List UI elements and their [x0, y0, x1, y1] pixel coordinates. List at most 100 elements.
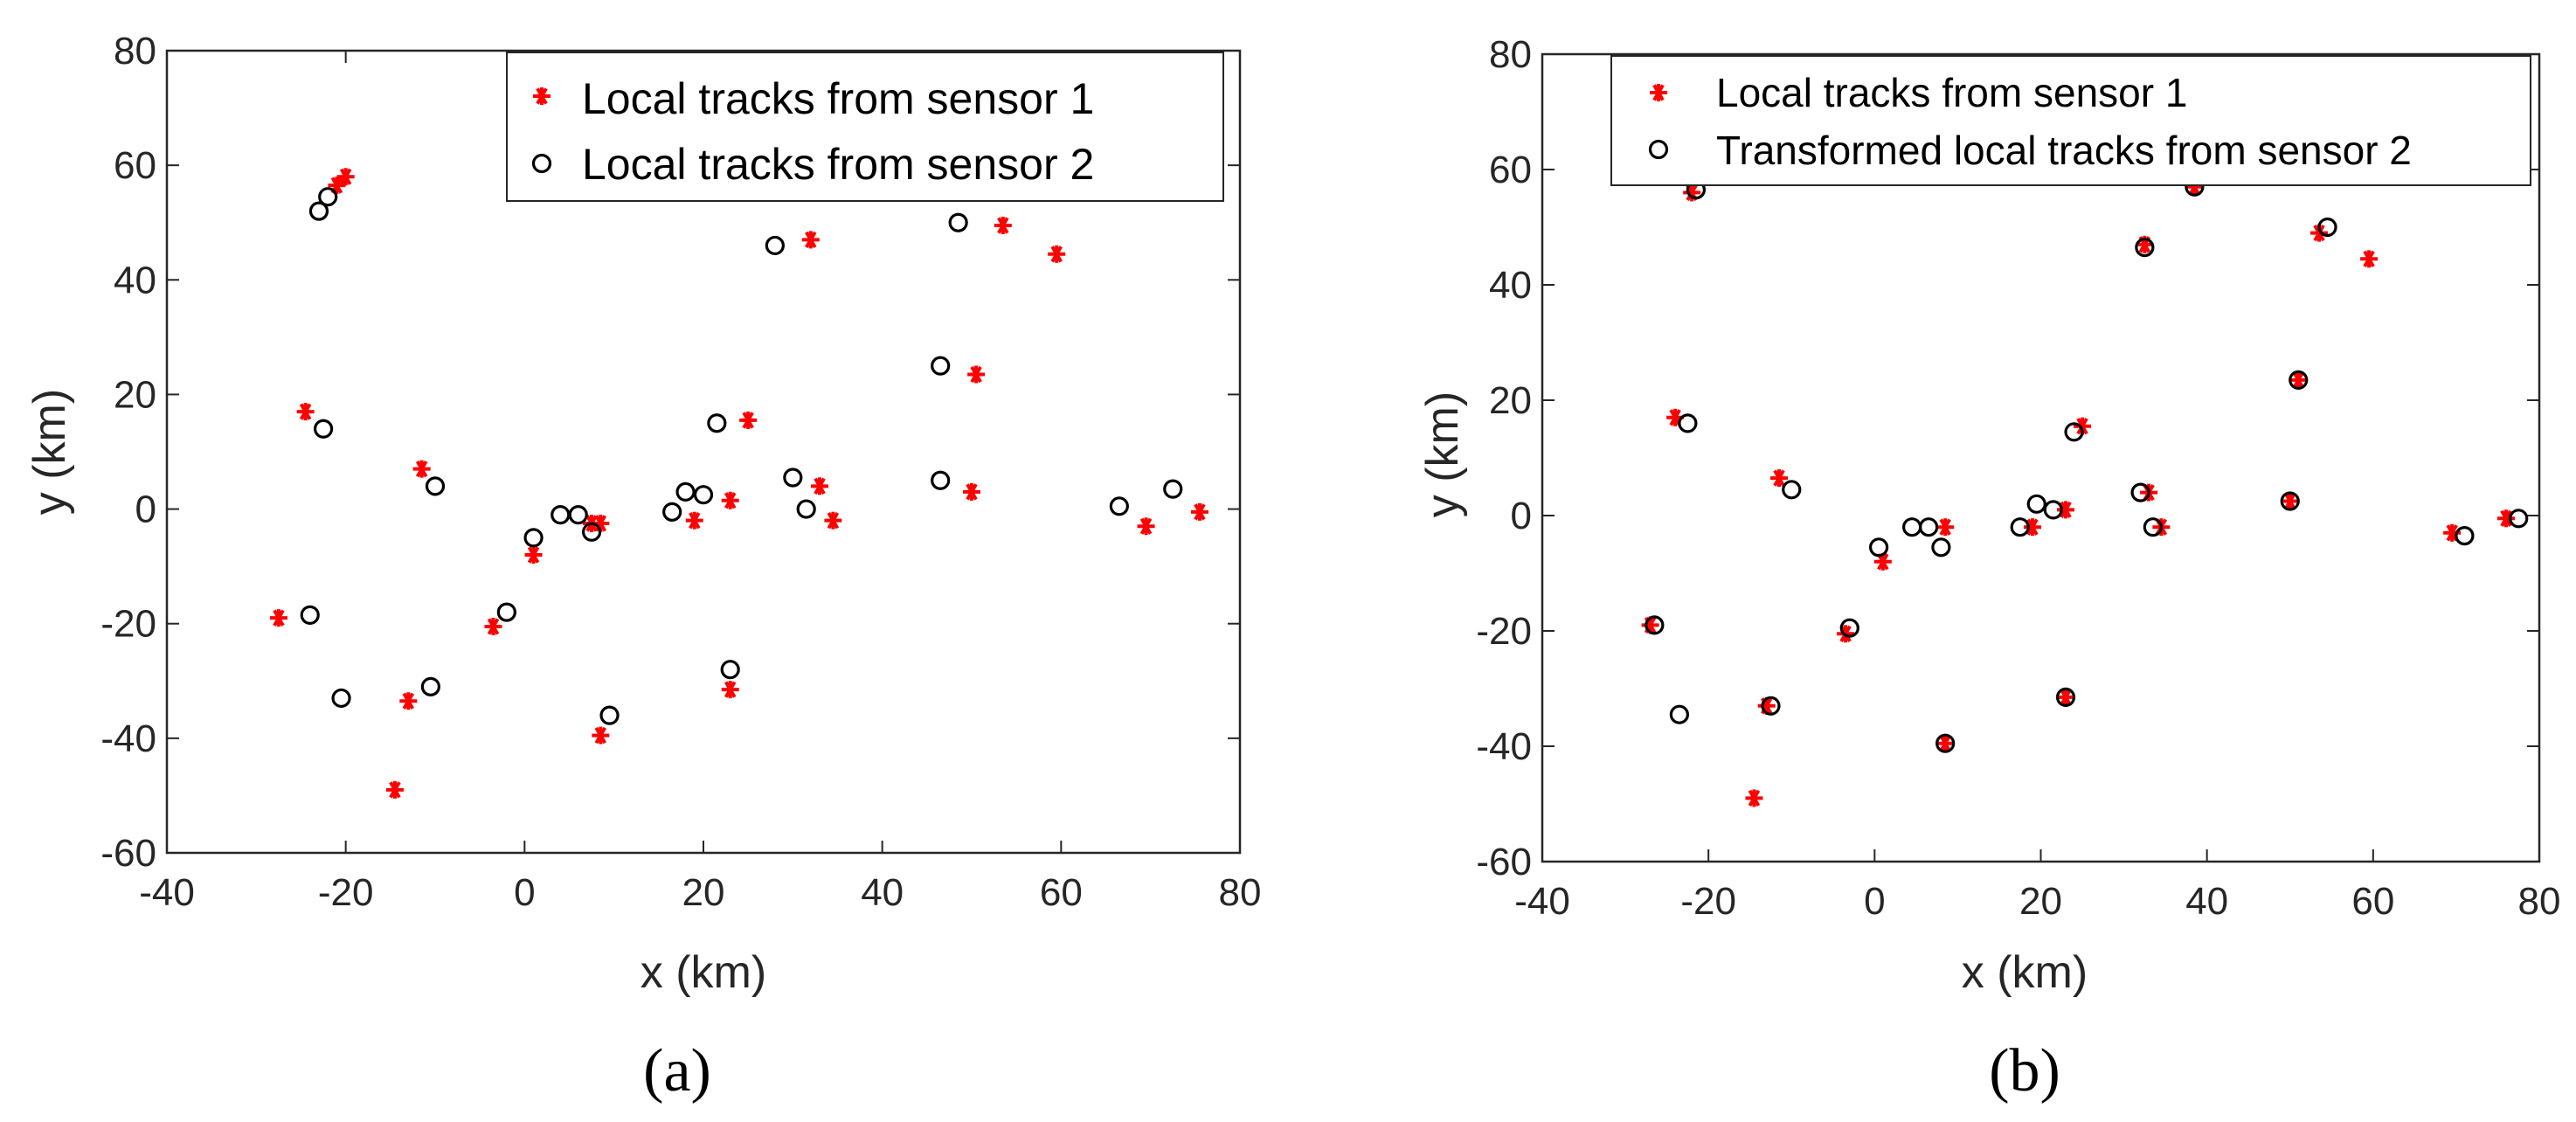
x-tick-label: 60: [2351, 880, 2394, 923]
data-point-sensor2: [1109, 496, 1129, 516]
data-point-sensor1: [721, 681, 739, 699]
data-point-sensor1: [1190, 502, 1208, 521]
y-tick-label: -40: [1476, 725, 1532, 768]
data-point-sensor1: [1745, 789, 1763, 807]
y-tick-label: 20: [114, 373, 156, 416]
data-point-sensor2: [693, 485, 714, 505]
panel-a-legend-label-sensor2: Local tracks from sensor 2: [582, 140, 1094, 189]
y-tick-label: 0: [135, 488, 156, 531]
data-point-sensor1: [2289, 371, 2308, 389]
data-point-sensor2: [1839, 618, 1859, 638]
panel-b-legend-label-sensor2: Transformed local tracks from sensor 2: [1716, 128, 2412, 173]
x-tick-label: 20: [682, 871, 725, 914]
data-point-sensor1: [1769, 469, 1788, 488]
data-point-sensor2: [2064, 422, 2084, 442]
x-tick-label: -40: [139, 871, 195, 914]
y-tick-label: 40: [114, 259, 156, 301]
data-point-sensor1: [1666, 408, 1685, 426]
data-point-sensor2: [2289, 370, 2309, 390]
x-tick-label: 0: [1864, 880, 1885, 923]
data-point-sensor1: [739, 411, 758, 429]
data-point-sensor2: [599, 705, 620, 725]
data-point-sensor2: [2130, 482, 2150, 502]
data-point-sensor1: [412, 460, 431, 478]
panel-b-caption: (b): [1989, 1037, 2060, 1105]
x-tick-label: -40: [1514, 880, 1570, 923]
data-point-sensor1: [967, 365, 986, 384]
data-point-sensor1: [2281, 492, 2299, 510]
panel-a-legend: Local tracks from sensor 1 Local tracks …: [506, 52, 1224, 202]
y-tick-label: -20: [1476, 610, 1532, 653]
y-tick-label: -60: [1476, 841, 1532, 883]
legend-asterisk-marker: [533, 87, 551, 105]
panel-b-plot-area: [1541, 52, 2541, 863]
data-point-sensor1: [524, 546, 543, 564]
data-point-sensor2: [1163, 479, 1183, 499]
panel-a-x-axis-label: x (km): [641, 947, 766, 998]
data-point-sensor2: [2280, 491, 2300, 511]
panel-a-legend-box: [506, 52, 1224, 202]
panel-b-legend-marker-sensor1: [1650, 84, 1667, 101]
data-point-sensor2: [1782, 480, 1802, 500]
x-tick-label: -20: [318, 871, 374, 914]
data-point-sensor1: [994, 216, 1012, 234]
data-point-sensor2: [523, 528, 544, 548]
x-tick-label: 80: [2518, 880, 2561, 923]
panel-a-marks: [269, 168, 1208, 799]
data-point-sensor2: [765, 235, 785, 256]
data-point-sensor2: [931, 356, 951, 376]
data-point-sensor1: [1137, 517, 1155, 536]
y-tick-label: 60: [1489, 149, 1532, 191]
data-point-sensor1: [385, 780, 404, 799]
data-point-sensor1: [721, 491, 739, 509]
data-point-sensor1: [963, 482, 980, 501]
panel-b-legend-label-sensor1: Local tracks from sensor 1: [1716, 70, 2187, 115]
y-tick-label: -60: [100, 832, 156, 875]
data-point-sensor1: [2057, 501, 2075, 519]
data-point-sensor2: [1669, 704, 1689, 724]
panel-a-legend-marker-sensor1: [533, 87, 551, 105]
panel-b-x-axis-label: x (km): [1962, 947, 2088, 998]
panel-b-legend-box: [1610, 55, 2531, 186]
data-point-sensor2: [496, 602, 516, 622]
data-point-sensor2: [2043, 500, 2063, 520]
panel-b-legend: Local tracks from sensor 1 Transformed l…: [1610, 55, 2531, 186]
data-point-sensor2: [1935, 733, 1956, 753]
data-point-sensor2: [568, 505, 588, 525]
x-tick-label: 0: [514, 871, 535, 914]
data-point-sensor2: [707, 413, 727, 433]
data-point-sensor2: [2509, 509, 2529, 529]
data-point-sensor1: [296, 403, 315, 421]
y-tick-label: 0: [1511, 495, 1532, 537]
data-point-sensor2: [2135, 238, 2155, 258]
y-tick-label: 80: [1489, 33, 1532, 76]
x-tick-label: 20: [2019, 880, 2062, 923]
legend-circle-marker: [531, 153, 552, 174]
data-point-sensor2: [2026, 494, 2046, 514]
data-point-sensor1: [1936, 518, 1955, 537]
data-point-sensor1: [811, 477, 829, 495]
legend-asterisk-marker: [1650, 84, 1667, 101]
data-point-sensor1: [2023, 518, 2041, 537]
data-point-sensor2: [1761, 696, 1781, 716]
legend-circle-marker: [1648, 139, 1669, 160]
x-tick-label: 40: [861, 871, 904, 914]
data-point-sensor1: [336, 168, 355, 186]
data-point-sensor1: [399, 692, 418, 710]
data-point-sensor2: [2010, 517, 2030, 537]
panel-a-y-axis-label: y (km): [24, 389, 75, 515]
data-point-sensor1: [269, 609, 287, 627]
data-point-sensor1: [2360, 250, 2379, 268]
data-point-sensor1: [824, 511, 842, 530]
y-tick-label: -40: [100, 717, 156, 760]
x-tick-label: 40: [2185, 880, 2228, 923]
y-tick-label: -20: [100, 603, 156, 646]
data-point-sensor2: [931, 470, 951, 490]
data-point-sensor2: [308, 201, 329, 221]
data-point-sensor2: [2143, 517, 2163, 537]
data-point-sensor2: [796, 499, 816, 519]
panel-a-legend-marker-sensor2: [531, 153, 552, 174]
data-point-sensor1: [685, 511, 703, 530]
